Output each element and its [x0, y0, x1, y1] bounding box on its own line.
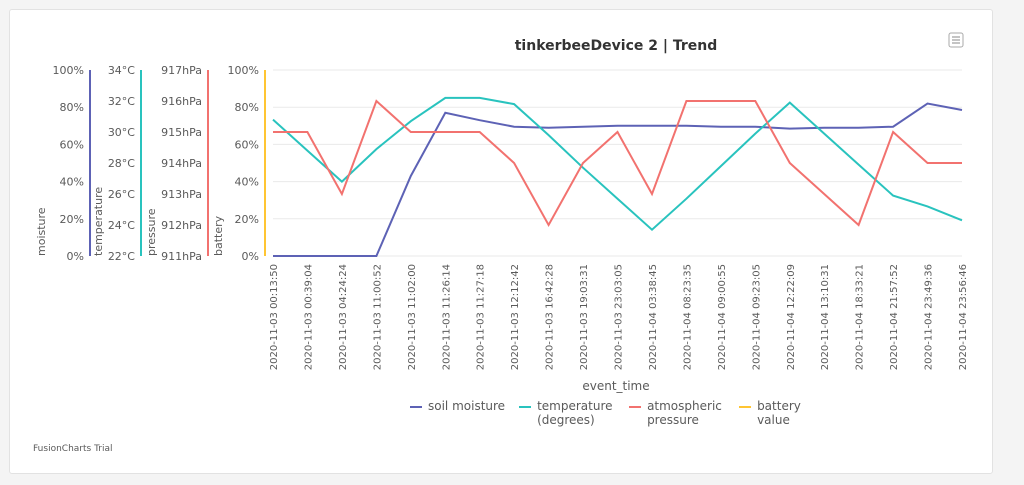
x-tick-label: 2020-11-03 11:26:14: [441, 264, 452, 370]
x-tick-label: 2020-11-03 11:00:52: [372, 264, 383, 370]
legend-item[interactable]: battery value: [739, 399, 835, 427]
menu-icon: [952, 36, 960, 44]
y-axis-title: moisture: [35, 207, 48, 256]
y-tick-label: 80%: [235, 101, 259, 114]
y-tick-label: 917hPa: [161, 64, 202, 77]
x-tick-label: 2020-11-03 12:12:42: [510, 264, 521, 370]
y-tick-label: 20%: [235, 213, 259, 226]
legend-swatch: [410, 406, 422, 408]
menu-button[interactable]: [948, 32, 964, 48]
y-tick-label: 60%: [60, 138, 84, 151]
y-tick-label: 911hPa: [161, 250, 202, 263]
x-tick-label: 2020-11-04 23:49:36: [924, 264, 935, 370]
y-tick-label: 916hPa: [161, 95, 202, 108]
x-tick-label: 2020-11-04 13:10:31: [820, 264, 831, 370]
y-tick-label: 22°C: [108, 250, 135, 263]
x-tick-label: 2020-11-04 18:33:21: [855, 264, 866, 370]
y-tick-label: 100%: [228, 64, 259, 77]
y-tick-label: 0%: [67, 250, 84, 263]
y-tick-label: 30°C: [108, 126, 135, 139]
x-tick-label: 2020-11-04 21:57:52: [889, 264, 900, 370]
y-tick-label: 24°C: [108, 219, 135, 232]
legend-label: atmospheric pressure: [647, 399, 722, 427]
legend-swatch: [629, 406, 642, 408]
y-tick-label: 100%: [53, 64, 84, 77]
y-tick-label: 28°C: [108, 157, 135, 170]
legend-label: battery value: [757, 399, 801, 427]
series-line: [273, 99, 962, 228]
x-tick-label: 2020-11-03 11:02:00: [407, 264, 418, 370]
legend-item[interactable]: soil moisture: [410, 399, 505, 427]
x-tick-label: 2020-11-03 00:13:50: [269, 264, 280, 370]
y-axis-title: battery: [212, 215, 225, 256]
y-tick-label: 40%: [60, 176, 84, 189]
y-tick-label: 60%: [235, 138, 259, 151]
y-tick-label: 20%: [60, 213, 84, 226]
chart-title: tinkerbeeDevice 2 | Trend: [515, 38, 718, 54]
legend-item[interactable]: atmospheric pressure: [629, 399, 725, 427]
y-tick-label: 914hPa: [161, 157, 202, 170]
y-tick-label: 0%: [242, 250, 259, 263]
x-tick-label: 2020-11-04 03:38:45: [648, 264, 659, 370]
y-tick-label: 34°C: [108, 64, 135, 77]
series-line: [273, 102, 963, 257]
x-tick-label: 2020-11-03 00:39:04: [303, 264, 314, 370]
y-tick-label: 915hPa: [161, 126, 202, 139]
legend: soil moisture temperature (degrees) atmosp…: [410, 399, 835, 427]
credit: FusionCharts Trial: [33, 444, 112, 454]
x-tick-label: 2020-11-04 09:23:05: [751, 264, 762, 370]
y-axis-title: pressure: [145, 208, 158, 256]
card: [9, 9, 993, 474]
y-tick-label: 913hPa: [161, 188, 202, 201]
legend-swatch: [519, 406, 532, 408]
x-tick-label: 2020-11-03 23:03:05: [614, 264, 625, 370]
legend-item[interactable]: temperature (degrees): [519, 399, 615, 427]
y-axis-title: temperature: [92, 187, 105, 256]
x-tick-label: 2020-11-03 16:42:28: [545, 264, 556, 370]
x-tick-label: 2020-11-04 09:00:55: [717, 264, 728, 370]
y-tick-label: 40%: [235, 176, 259, 189]
legend-label: temperature (degrees): [537, 399, 613, 427]
x-axis-title: event_time: [582, 379, 649, 393]
x-tick-label: 2020-11-04 12:22:09: [786, 264, 797, 370]
legend-label: soil moisture: [428, 399, 506, 413]
y-tick-label: 912hPa: [161, 219, 202, 232]
x-tick-label: 2020-11-04 08:23:35: [682, 264, 693, 370]
x-tick-label: 2020-11-04 23:56:46: [958, 264, 969, 370]
y-tick-label: 80%: [60, 101, 84, 114]
x-tick-label: 2020-11-03 11:27:18: [476, 264, 487, 370]
y-tick-label: 32°C: [108, 95, 135, 108]
x-tick-label: 2020-11-03 19:03:31: [579, 264, 590, 370]
x-tick-label: 2020-11-03 04:24:24: [338, 264, 349, 370]
series-line: [272, 96, 963, 232]
y-tick-label: 26°C: [108, 188, 135, 201]
legend-swatch: [739, 406, 752, 408]
